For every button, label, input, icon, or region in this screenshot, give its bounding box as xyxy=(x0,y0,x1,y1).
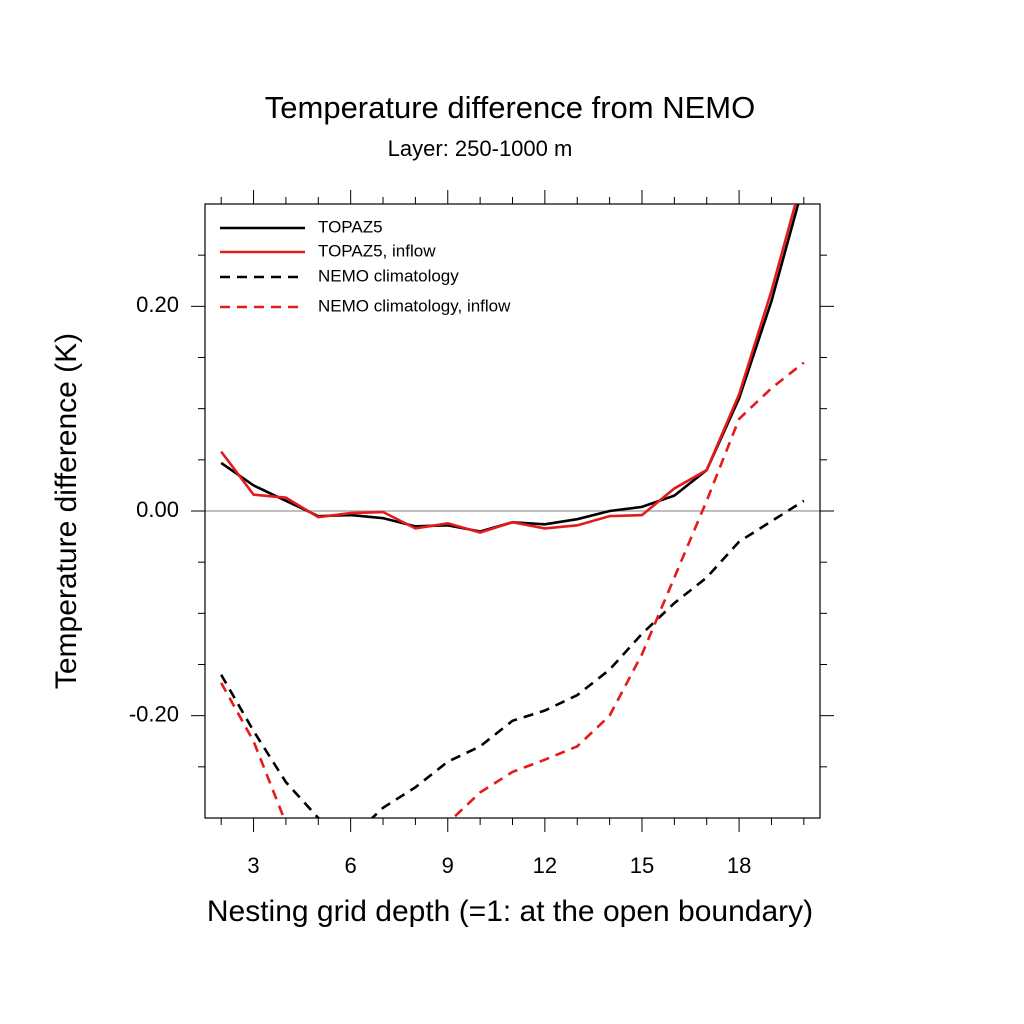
y-tick-label: 0.20 xyxy=(136,292,179,317)
chart-subtitle: Layer: 250-1000 m xyxy=(388,136,573,161)
x-tick-label: 12 xyxy=(533,853,557,878)
legend-label: TOPAZ5 xyxy=(318,217,383,236)
x-tick-label: 9 xyxy=(442,853,454,878)
series-line xyxy=(220,204,797,534)
legend-label: NEMO climatology xyxy=(318,266,459,285)
y-tick-label: 0.00 xyxy=(136,497,179,522)
x-tick-label: 3 xyxy=(247,853,259,878)
legend-label: TOPAZ5, inflow xyxy=(318,241,436,260)
x-tick-label: 18 xyxy=(727,853,751,878)
x-tick-label: 15 xyxy=(630,853,654,878)
x-axis-label: Nesting grid depth (=1: at the open boun… xyxy=(207,895,813,928)
y-tick-label: -0.20 xyxy=(129,701,179,726)
chart-title: Temperature difference from NEMO xyxy=(265,90,755,125)
y-axis-label: Temperature difference (K) xyxy=(50,333,83,689)
plot-area xyxy=(220,204,805,818)
series-line xyxy=(220,499,805,818)
x-tick-label: 6 xyxy=(345,853,357,878)
legend-label: NEMO climatology, inflow xyxy=(318,296,511,315)
series-line xyxy=(220,361,805,818)
